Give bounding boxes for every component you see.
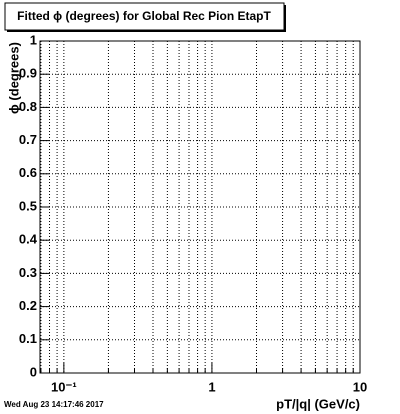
y-tick-label: 0 <box>30 364 37 379</box>
title-box <box>4 2 285 31</box>
y-tick-label: 0.5 <box>19 198 37 213</box>
x-tick-label: 10 <box>353 379 367 394</box>
x-tick-label: 10⁻¹ <box>51 379 77 394</box>
x-axis-label: pT/|q| (GeV/c) <box>276 396 360 411</box>
y-tick-label: 0.4 <box>19 232 38 247</box>
y-tick-label: 1 <box>30 32 37 47</box>
y-tick-label: 0.7 <box>19 132 37 147</box>
y-tick-label: 0.8 <box>19 99 37 114</box>
y-tick-label: 0.6 <box>19 165 37 180</box>
y-axis-label: ϕ (degrees) <box>6 42 21 114</box>
timestamp: Wed Aug 23 14:17:46 2017 <box>4 400 104 409</box>
y-tick-label: 0.2 <box>19 298 37 313</box>
y-tick-label: 0.1 <box>19 331 37 346</box>
y-tick-label: 0.3 <box>19 265 37 280</box>
y-tick-label: 0.9 <box>19 66 37 81</box>
chart-title: Fitted ϕ (degrees) for Global Rec Pion E… <box>17 9 271 23</box>
x-tick-label: 1 <box>208 379 215 394</box>
